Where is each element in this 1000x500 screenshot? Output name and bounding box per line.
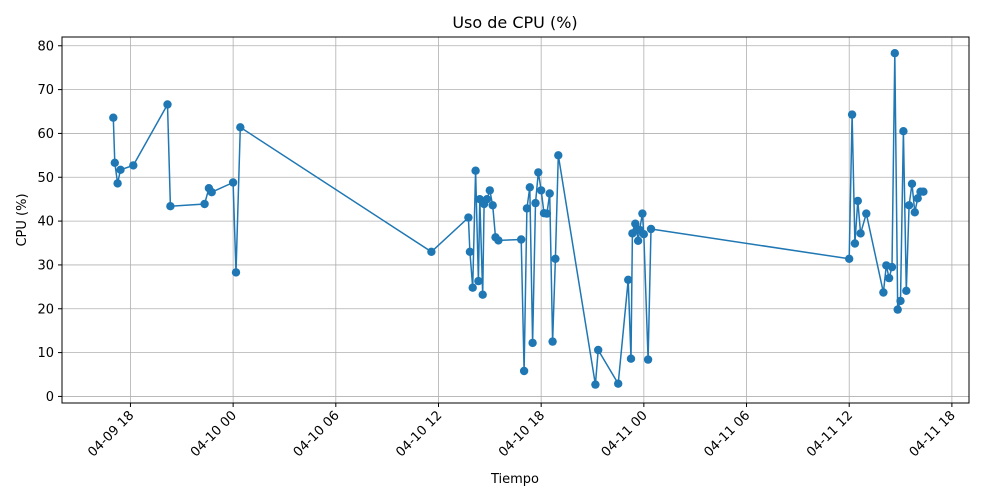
- y-tick-label: 0: [46, 390, 54, 405]
- data-point: [542, 209, 552, 218]
- y-tick-label: 10: [37, 346, 54, 361]
- data-point: [594, 345, 603, 355]
- data-point: [488, 201, 497, 210]
- data-point: [519, 366, 529, 376]
- grid: [62, 37, 969, 403]
- data-point: [910, 208, 919, 217]
- data-point: [884, 273, 894, 283]
- data-point: [856, 229, 865, 238]
- y-tick-label: 60: [37, 127, 54, 142]
- data-point: [919, 187, 928, 196]
- data-point: [207, 188, 216, 197]
- data-point: [591, 380, 600, 389]
- chart-title: Uso de CPU (%): [452, 13, 577, 32]
- data-point: [554, 151, 563, 160]
- data-point: [482, 195, 492, 204]
- y-axis-label: CPU (%): [15, 193, 30, 246]
- data-point: [534, 168, 543, 177]
- data-point: [236, 123, 245, 132]
- data-point: [904, 201, 914, 210]
- data-point: [525, 183, 534, 192]
- data-point: [548, 337, 557, 346]
- y-tick-label: 40: [37, 215, 54, 230]
- data-point: [624, 275, 633, 284]
- data-point: [522, 204, 532, 213]
- data-point: [551, 254, 560, 263]
- y-tick-label: 30: [37, 258, 54, 273]
- data-point: [200, 199, 209, 209]
- data-point: [902, 286, 911, 295]
- data-point: [116, 165, 125, 174]
- series-cpu: [109, 49, 928, 389]
- data-point: [896, 296, 905, 306]
- data-point: [113, 179, 122, 188]
- data-point: [166, 202, 175, 211]
- data-point: [109, 113, 118, 122]
- data-point: [862, 209, 871, 218]
- y-tick-label: 80: [37, 39, 54, 54]
- data-point: [478, 290, 487, 299]
- data-point: [879, 288, 888, 297]
- data-point: [626, 354, 636, 363]
- data-point: [517, 235, 526, 244]
- x-axis-label: Tiempo: [490, 472, 539, 487]
- data-point: [494, 236, 503, 245]
- data-point: [646, 224, 656, 234]
- data-point: [528, 338, 537, 348]
- data-point: [893, 305, 902, 314]
- data-point: [474, 276, 483, 286]
- data-point: [850, 239, 860, 248]
- data-point: [643, 355, 653, 364]
- data-point: [110, 158, 120, 167]
- y-tick-label: 20: [37, 302, 54, 317]
- data-point: [163, 100, 172, 109]
- data-point: [899, 127, 908, 136]
- data-point: [847, 110, 857, 119]
- data-point: [913, 194, 922, 203]
- data-point: [465, 247, 475, 256]
- plot-area-frame: [61, 36, 970, 404]
- data-point: [231, 268, 241, 277]
- data-point: [638, 209, 647, 218]
- data-point: [907, 179, 917, 188]
- data-point: [485, 186, 494, 195]
- data-point: [545, 189, 554, 198]
- data-point: [464, 213, 473, 222]
- y-tick-label: 50: [37, 171, 54, 186]
- y-tick-label: 70: [37, 83, 54, 98]
- data-point: [531, 198, 540, 208]
- data-point: [887, 262, 897, 272]
- data-point: [471, 166, 480, 175]
- series-line: [112, 53, 924, 387]
- data-point: [614, 379, 623, 388]
- data-point: [890, 49, 899, 58]
- y-axis: 0 10 20 30 40 50 60 70 80: [37, 39, 62, 405]
- data-point: [853, 196, 862, 206]
- data-point: [845, 254, 854, 263]
- data-point: [228, 178, 238, 187]
- data-point: [633, 236, 643, 245]
- data-point: [129, 161, 138, 170]
- data-point: [537, 186, 546, 195]
- data-point: [427, 247, 436, 256]
- data-point: [468, 283, 477, 292]
- data-point: [639, 230, 648, 239]
